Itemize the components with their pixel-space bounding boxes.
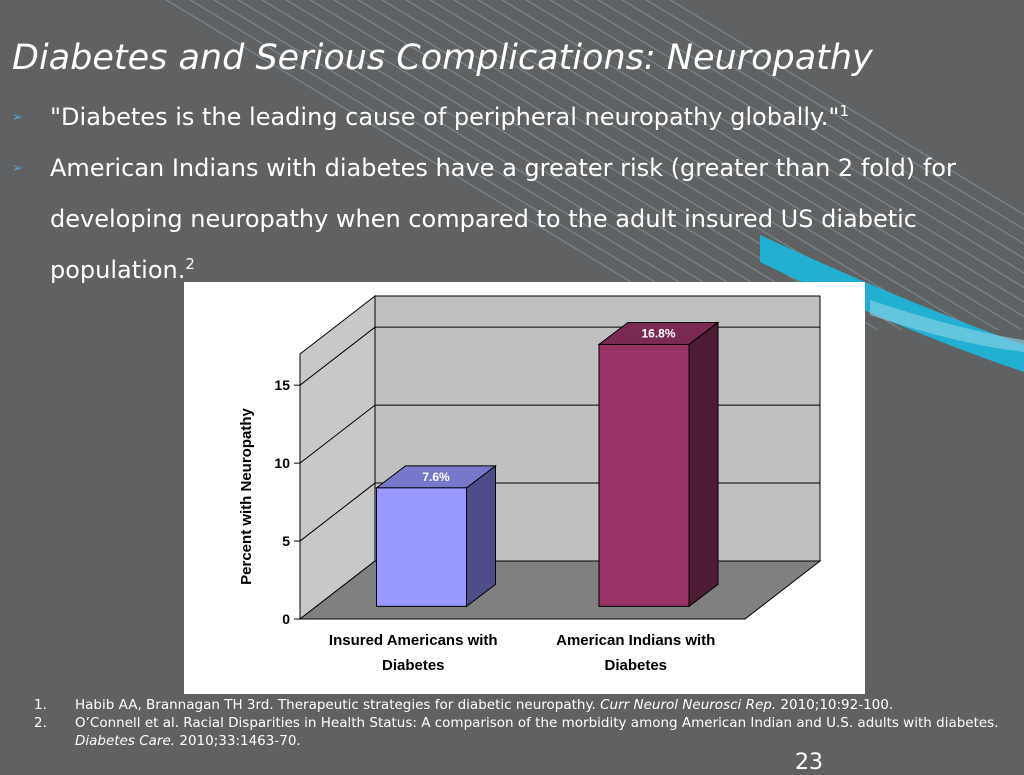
footnote-number: 1. — [34, 697, 47, 713]
background-stripe — [285, 0, 831, 331]
y-tick-label: 10 — [274, 455, 290, 471]
background-swoosh — [870, 300, 1024, 352]
data-label: 16.8% — [641, 326, 675, 340]
bar-side — [466, 464, 496, 608]
background-stripe — [573, 0, 1024, 274]
footnotes: 1. Habib AA, Brannagan TH 3rd. Therapeuti… — [34, 696, 1009, 750]
bullet-list: ➢ "Diabetes is the leading cause of peri… — [12, 92, 1012, 296]
y-axis-label: Percent with Neuropathy — [238, 407, 255, 584]
background-stripe — [165, 0, 711, 331]
background-stripe — [645, 0, 1024, 230]
footnote-journal: Diabetes Care. — [75, 733, 176, 749]
citation-superscript: 1 — [839, 102, 849, 120]
page-number: 23 — [795, 750, 823, 775]
x-category-label: Insured Americans with — [329, 632, 498, 649]
x-category-label: Diabetes — [604, 657, 667, 674]
citation-superscript: 2 — [185, 255, 195, 273]
background-stripe — [549, 0, 1024, 289]
y-tick-label: 0 — [282, 611, 290, 627]
x-category-label: American Indians with — [556, 632, 715, 649]
background-stripe — [669, 0, 1024, 216]
bar — [376, 487, 467, 607]
bar-chart: 0 5 10 15 Percent with Neuropathy 7.6% Insured… — [238, 294, 822, 674]
background-stripe — [621, 0, 1024, 245]
bullet-text: "Diabetes is the leading cause of periph… — [50, 103, 840, 131]
background-stripe — [189, 0, 735, 331]
footnote-number: 2. — [34, 715, 47, 731]
x-category-label: Diabetes — [382, 657, 445, 674]
background-stripe — [453, 0, 999, 331]
bullet-item: ➢ American Indians with diabetes have a … — [12, 143, 1012, 296]
background-stripe — [405, 0, 951, 331]
bullet-text: American Indians with diabetes have a gr… — [50, 154, 956, 284]
chart-panel: 0 5 10 15 Percent with Neuropathy 7.6% Insured… — [184, 282, 865, 694]
footnote-journal: Curr Neurol Neurosci Rep. — [600, 697, 777, 713]
footnote-citation: 2010;10:92-100. — [776, 697, 894, 713]
gridline — [299, 326, 376, 386]
bullet-item: ➢ "Diabetes is the leading cause of peri… — [12, 92, 1012, 143]
bar-side — [688, 321, 719, 608]
y-tick-label: 15 — [274, 377, 290, 393]
background-stripe — [597, 0, 1024, 259]
background-stripe — [501, 0, 1024, 318]
background-stripe — [213, 0, 759, 331]
footnote: 2. O’Connell et al. Racial Disparities in… — [34, 714, 1009, 750]
footnote: 1. Habib AA, Brannagan TH 3rd. Therapeuti… — [34, 696, 1009, 714]
background-stripe — [525, 0, 1024, 303]
footnote-citation: 2010;33:1463-70. — [175, 733, 301, 749]
background-stripe — [309, 0, 855, 331]
background-stripe — [261, 0, 807, 331]
background-stripe — [237, 0, 783, 331]
background-stripe — [429, 0, 975, 331]
footnote-text: Habib AA, Brannagan TH 3rd. Therapeutic … — [75, 697, 601, 713]
arrow-bullet-icon: ➢ — [12, 161, 23, 176]
gridline — [299, 482, 376, 542]
y-tick-label: 5 — [282, 533, 290, 549]
footnote-text: O’Connell et al. Racial Disparities in H… — [75, 715, 999, 731]
bar — [598, 343, 690, 607]
arrow-bullet-icon: ➢ — [12, 110, 23, 125]
slide-title: Diabetes and Serious Complications: Neur… — [12, 38, 873, 78]
data-label: 7.6% — [422, 470, 450, 484]
gridline — [299, 404, 376, 464]
background-stripe — [477, 0, 1023, 331]
